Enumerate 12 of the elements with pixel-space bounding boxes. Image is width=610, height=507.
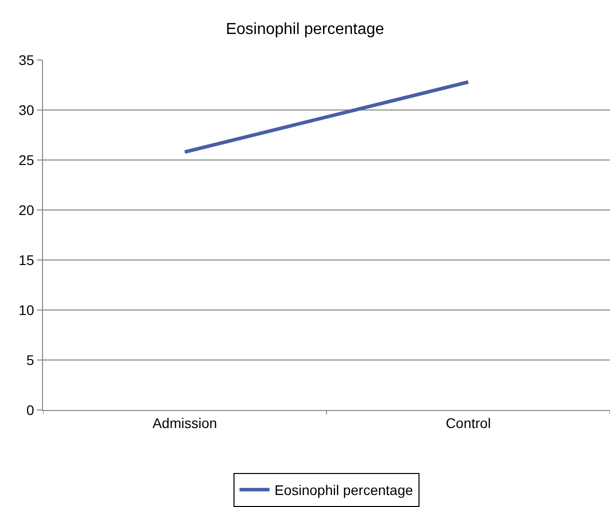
y-tick-label: 0 bbox=[26, 402, 34, 418]
chart-title: Eosinophil percentage bbox=[226, 21, 384, 38]
y-tick-label: 10 bbox=[18, 302, 34, 318]
legend-label: Eosinophil percentage bbox=[274, 482, 414, 498]
y-tick-label: 30 bbox=[18, 102, 34, 118]
y-tick-label: 5 bbox=[26, 352, 34, 368]
x-tick-label: Control bbox=[446, 414, 491, 431]
y-tick-label: 20 bbox=[18, 202, 34, 218]
y-tick-label: 25 bbox=[18, 152, 34, 168]
x-tick-label: Admission bbox=[152, 414, 218, 431]
y-tick-label: 15 bbox=[18, 252, 34, 268]
y-tick-label: 35 bbox=[18, 52, 34, 68]
